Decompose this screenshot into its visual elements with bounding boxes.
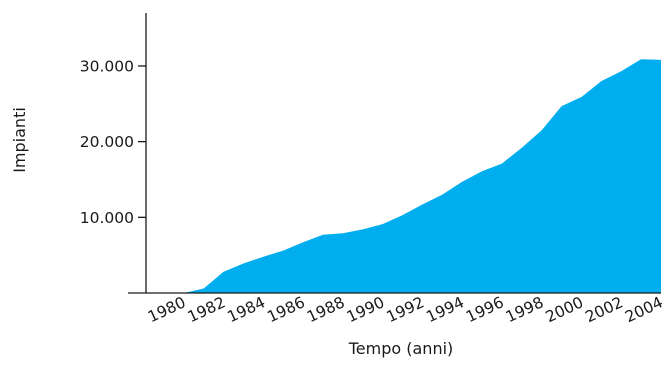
x-tick-label: 1990: [344, 293, 387, 326]
x-tick-label: 1986: [264, 293, 307, 326]
x-tick-label: 1980: [145, 293, 188, 326]
x-tick-label: 1994: [423, 293, 466, 326]
x-axis-title: Tempo (anni): [348, 339, 454, 358]
y-axis-title: Impianti: [10, 107, 29, 173]
x-tick-label: 1988: [304, 293, 347, 326]
x-tick-label: 1998: [503, 293, 546, 326]
y-tick-label: 20.000: [80, 133, 134, 151]
x-tick-labels: 1980198219841986198819901992199419961998…: [145, 293, 666, 326]
x-tick-label: 1982: [185, 293, 228, 326]
x-tick-label: 2000: [543, 293, 586, 326]
series-area: [183, 59, 662, 294]
plot-area: [183, 59, 662, 294]
x-tick-label: 1984: [225, 293, 268, 326]
y-tick-label: 30.000: [80, 57, 134, 75]
y-tick-labels: 10.000 20.000 30.000: [80, 57, 146, 227]
x-tick-label: 2004: [622, 293, 665, 326]
x-tick-label: 1996: [463, 293, 506, 326]
x-tick-label: 2002: [583, 293, 626, 326]
y-tick-label: 10.000: [80, 209, 134, 227]
x-tick-label: 1992: [384, 293, 427, 326]
